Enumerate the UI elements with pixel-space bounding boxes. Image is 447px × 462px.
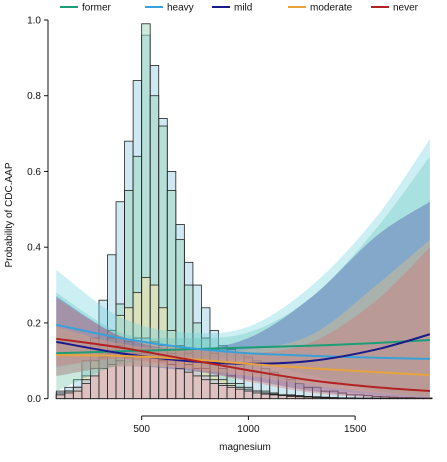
histogram-bar-never-17 [201, 379, 211, 400]
legend: former heavy mild moderate never [60, 3, 419, 14]
histogram-bar-never-29 [303, 396, 313, 400]
x-tick-label-2: 1500 [344, 424, 367, 435]
legend-label-former: former [82, 3, 112, 14]
y-tick-label-1: 0.2 [27, 318, 41, 329]
x-axis-title: magnesium [219, 442, 271, 453]
axes: 0.0 0.2 0.4 0.6 0.8 1.0 500 1000 1500 [27, 16, 367, 436]
y-tick-label-5: 1.0 [27, 16, 41, 27]
y-tick-label-0: 0.0 [27, 394, 41, 405]
ci-band-never [56, 247, 430, 399]
histogram-bar-never-4 [90, 375, 100, 400]
ci-band-heavy [56, 139, 430, 398]
ci-band-former [56, 156, 430, 397]
histogram-bar-never-19 [218, 384, 228, 400]
series-line-heavy [56, 323, 430, 360]
histogram-bar-never-24 [260, 393, 271, 400]
histogram-bar-never-13 [166, 364, 177, 400]
series-line-moderate [56, 354, 430, 377]
histogram-bar-never-6 [107, 364, 117, 400]
histogram-bar-never-18 [209, 383, 219, 400]
histogram-bar-never-20 [226, 386, 236, 400]
legend-label-moderate: moderate [310, 3, 353, 14]
legend-label-heavy: heavy [167, 3, 194, 14]
ci-band-mild [56, 201, 430, 398]
histogram-bar-never-15 [183, 371, 194, 400]
plot-area [55, 23, 433, 400]
y-tick-label-2: 0.4 [27, 243, 41, 254]
histogram-bar-never-0 [55, 394, 66, 400]
legend-label-never: never [393, 3, 419, 14]
y-tick-label-4: 0.8 [27, 91, 41, 102]
histogram-bar-never-28 [294, 396, 305, 400]
histogram-bar-never-23 [252, 392, 262, 400]
histogram-bar-never-25 [269, 394, 279, 400]
series-line-never [56, 337, 430, 393]
histogram-bar-never-26 [277, 395, 288, 400]
histogram-bar-never-32 [329, 397, 339, 400]
histogram-bar-never-5 [98, 367, 108, 400]
x-tick-label-1: 1000 [237, 424, 260, 435]
y-tick-label-3: 0.6 [27, 167, 41, 178]
series-line-former [56, 338, 430, 355]
histogram-bar-never-2 [72, 390, 83, 400]
x-tick-label-0: 500 [133, 424, 150, 435]
legend-label-mild: mild [234, 3, 252, 14]
histogram-bar-never-30 [312, 397, 322, 400]
histogram-bar-never-3 [81, 383, 91, 400]
histogram-bar-never-27 [286, 395, 296, 400]
histogram-bar-never-14 [175, 367, 185, 400]
y-axis-title: Probability of CDC.AAP [4, 162, 15, 267]
histogram-bar-never-31 [320, 397, 330, 400]
histogram-bar-never-22 [243, 390, 254, 400]
histogram-bar-never-16 [192, 375, 202, 400]
histogram-bar-never-1 [64, 392, 74, 400]
histogram-bar-never-21 [235, 388, 245, 400]
